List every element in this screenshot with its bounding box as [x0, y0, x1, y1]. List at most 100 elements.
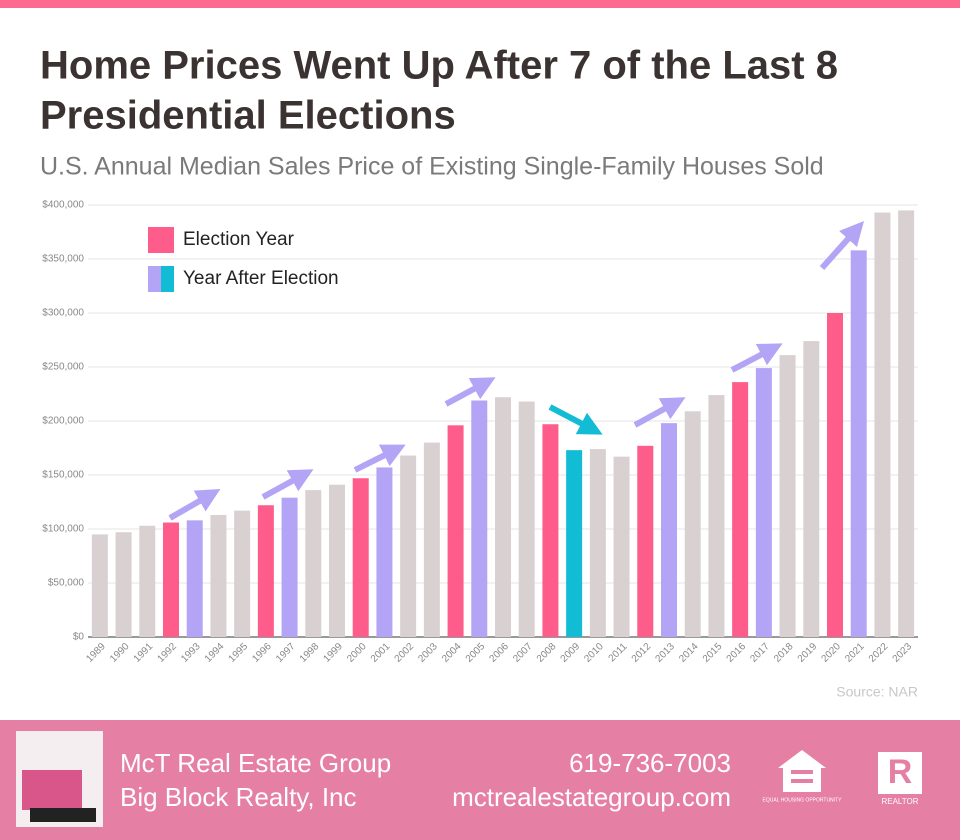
- arrow: [548, 404, 603, 435]
- y-tick-label: $0: [73, 632, 85, 643]
- chart-title: Presidential Elections: [40, 94, 456, 138]
- arrow: [444, 377, 496, 407]
- y-tick-label: $300,000: [42, 308, 84, 319]
- logo-shape: [30, 808, 96, 822]
- y-tick-label: $100,000: [42, 524, 84, 535]
- bar: [755, 368, 772, 637]
- bar: [803, 341, 820, 637]
- bar: [637, 445, 654, 637]
- top-band: [0, 0, 960, 8]
- x-tick-label: 1989: [84, 641, 108, 665]
- bar: [91, 534, 108, 637]
- arrow: [168, 489, 221, 521]
- bar: [661, 423, 677, 637]
- bar: [376, 467, 393, 637]
- bar: [210, 514, 227, 637]
- bar: [329, 484, 345, 637]
- bar: [186, 520, 203, 637]
- x-tick-label: 1999: [321, 641, 345, 665]
- bar: [566, 450, 583, 637]
- website: mctrealestategroup.com: [452, 782, 731, 812]
- y-tick-label: $250,000: [42, 362, 84, 373]
- x-tick-label: 1998: [298, 641, 322, 665]
- bar: [352, 478, 369, 637]
- realtor-icon: R: [888, 753, 913, 791]
- plot: $0 $50,000 $100,000 $150,000 $200,000 $250,00…: [42, 200, 918, 665]
- x-tick-label: 2001: [369, 641, 393, 665]
- x-tick-label: 1996: [250, 641, 274, 665]
- arrow: [353, 444, 406, 473]
- bar: [257, 505, 274, 637]
- legend-label: Year After Election: [183, 268, 339, 289]
- x-tick-label: 1992: [155, 641, 179, 665]
- x-tick-label: 2000: [345, 641, 369, 665]
- bar: [850, 250, 867, 638]
- legend-swatch: [161, 266, 174, 292]
- bar: [447, 425, 464, 637]
- realtor-text: REALTOR: [881, 797, 918, 806]
- phone: 619-736-7003: [569, 748, 731, 778]
- bar: [139, 525, 156, 637]
- arrows: [168, 221, 865, 521]
- source: Source: NAR: [836, 684, 918, 700]
- x-tick-label: 1990: [108, 641, 132, 665]
- x-tick-label: 2007: [511, 641, 535, 665]
- y-tick-label: $150,000: [42, 470, 84, 481]
- x-tick-label: 2004: [440, 641, 464, 665]
- x-tick-label: 1991: [132, 641, 156, 665]
- arrow: [633, 397, 686, 428]
- logo: [16, 731, 103, 827]
- bar: [708, 395, 725, 637]
- bar: [898, 210, 915, 637]
- x-tick-label: 2020: [819, 641, 843, 665]
- x-tick-label: 2023: [891, 641, 915, 665]
- x-tick-label: 1993: [179, 641, 203, 665]
- x-tick-label: 1995: [227, 641, 251, 665]
- x-tick-label: 2003: [416, 641, 440, 665]
- bar: [874, 212, 891, 637]
- bar: [518, 401, 535, 637]
- bar: [684, 411, 701, 637]
- x-tick-label: 2015: [701, 641, 725, 665]
- x-tick-label: 2022: [867, 641, 891, 665]
- chart-title: Home Prices Went Up After 7 of the Last …: [40, 44, 838, 88]
- equal-housing-logo: EQUAL HOUSING OPPORTUNITY: [763, 750, 843, 803]
- legend-swatch: [148, 227, 174, 253]
- y-tick-label: $50,000: [48, 578, 85, 589]
- legend-swatch: [148, 266, 161, 292]
- arrow: [819, 221, 865, 271]
- bar: [234, 510, 251, 637]
- bar: [589, 449, 606, 637]
- x-tick-label: 2014: [677, 641, 701, 665]
- bar: [400, 455, 417, 637]
- bar: [115, 532, 132, 637]
- x-tick-label: 2019: [796, 641, 820, 665]
- x-tick-label: 2008: [535, 641, 559, 665]
- x-tick-label: 2006: [487, 641, 511, 665]
- bar: [613, 456, 630, 637]
- bar: [471, 400, 488, 637]
- logo-shape: [22, 770, 82, 810]
- legend-label: Election Year: [183, 229, 295, 250]
- house-icon: [791, 770, 813, 774]
- company-name: McT Real Estate Group: [120, 748, 391, 778]
- arrow: [261, 469, 314, 500]
- bar: [495, 397, 511, 637]
- x-tick-label: 2009: [559, 641, 583, 665]
- x-tick-label: 1994: [203, 641, 227, 665]
- y-tick-label: $350,000: [42, 254, 84, 265]
- bar: [163, 522, 179, 637]
- y-tick-label: $400,000: [42, 200, 84, 211]
- x-tick-label: 1997: [274, 641, 298, 665]
- x-tick-label: 2021: [843, 641, 867, 665]
- bar: [827, 313, 843, 637]
- bar: [423, 442, 440, 637]
- equal-housing-text: EQUAL HOUSING OPPORTUNITY: [763, 797, 843, 803]
- x-tick-label: 2011: [607, 641, 630, 664]
- chart-subtitle: U.S. Annual Median Sales Price of Existi…: [40, 153, 824, 181]
- x-tick-label: 2005: [464, 641, 488, 665]
- house-icon: [791, 779, 813, 783]
- bar: [779, 355, 796, 637]
- bar: [542, 424, 559, 637]
